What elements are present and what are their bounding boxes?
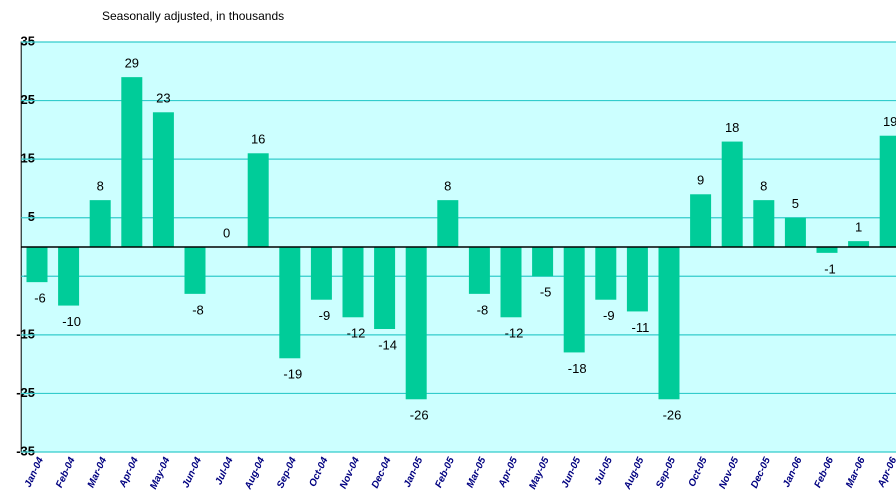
- bar: [89, 200, 111, 247]
- data-label: -6: [34, 291, 46, 306]
- x-tick-label: Jul-05: [593, 455, 615, 486]
- bar: [626, 247, 648, 312]
- bar: [532, 247, 554, 277]
- x-tick-label: May-04: [148, 455, 172, 491]
- bar: [279, 247, 301, 359]
- data-label: -11: [631, 320, 649, 335]
- x-tick-label: Jan-05: [402, 455, 426, 489]
- x-tick-label: Dec-05: [749, 455, 773, 490]
- data-label: -18: [568, 361, 587, 376]
- x-tick-label: Sep-05: [654, 455, 678, 490]
- bar: [247, 153, 269, 247]
- data-label: -26: [663, 408, 682, 423]
- data-label: -1: [824, 261, 836, 276]
- x-tick-label: Jan-06: [781, 455, 805, 489]
- x-tick-label: Oct-04: [307, 455, 330, 488]
- y-tick-label: 15: [21, 151, 35, 166]
- data-label: -9: [603, 308, 615, 323]
- data-label: -26: [410, 408, 429, 423]
- x-tick-label: May-05: [527, 455, 551, 491]
- x-tick-label: Nov-04: [338, 455, 362, 490]
- bar: [342, 247, 364, 318]
- bar: [405, 247, 427, 400]
- x-tick-label: Oct-05: [687, 455, 710, 488]
- x-tick-label: Feb-04: [54, 455, 78, 489]
- data-label: -10: [62, 314, 81, 329]
- bar: [784, 217, 806, 247]
- x-tick-label: Feb-05: [433, 455, 457, 489]
- x-tick-label: Sep-04: [275, 455, 299, 490]
- bar: [879, 135, 896, 247]
- bar: [121, 77, 143, 248]
- x-tick-label: Apr-06: [876, 455, 896, 490]
- data-label: -12: [347, 326, 366, 341]
- data-label: -14: [378, 337, 397, 352]
- data-label: -9: [319, 308, 331, 323]
- y-tick-label: 35: [21, 33, 35, 48]
- x-tick-label: Aug-05: [622, 455, 647, 492]
- x-tick-label: Jan-04: [23, 455, 47, 489]
- y-tick-label: -25: [16, 385, 35, 400]
- bar: [563, 247, 585, 353]
- x-tick-label: Mar-04: [86, 455, 110, 489]
- bar: [658, 247, 680, 400]
- data-label: 5: [792, 196, 799, 211]
- y-tick-label: -15: [16, 326, 35, 341]
- bar: [690, 194, 712, 247]
- data-label: 1: [855, 220, 862, 235]
- data-label: 9: [697, 173, 704, 188]
- bar: [184, 247, 206, 294]
- x-tick-label: Jun-04: [181, 455, 205, 489]
- x-tick-label: Apr-04: [117, 455, 141, 490]
- x-tick-label: Mar-05: [465, 455, 489, 489]
- data-label: 16: [251, 132, 265, 147]
- bar: [437, 200, 459, 247]
- data-label: 18: [725, 120, 739, 135]
- y-tick-label: 5: [28, 209, 35, 224]
- data-label: -8: [477, 302, 489, 317]
- x-tick-label: Jun-05: [560, 455, 584, 489]
- x-tick-label: Feb-06: [813, 455, 837, 489]
- y-tick-label: 25: [21, 92, 35, 107]
- bar: [58, 247, 80, 306]
- data-label: -5: [540, 285, 552, 300]
- bar: [753, 200, 775, 247]
- bar: [500, 247, 522, 318]
- bar: [26, 247, 48, 283]
- bar: [816, 247, 838, 253]
- bar: [468, 247, 490, 294]
- data-label: 29: [125, 56, 139, 71]
- data-label: 8: [97, 179, 104, 194]
- bar: [595, 247, 617, 300]
- data-label: -19: [283, 367, 302, 382]
- data-label: -12: [505, 326, 524, 341]
- x-tick-label: Mar-06: [844, 455, 868, 489]
- data-label: 8: [760, 179, 767, 194]
- bar: [374, 247, 396, 329]
- x-tick-label: Aug-04: [243, 455, 268, 492]
- data-label: 8: [444, 179, 451, 194]
- data-label: -8: [192, 302, 204, 317]
- data-label: 23: [156, 91, 170, 106]
- chart-subtitle: Seasonally adjusted, in thousands: [102, 9, 284, 23]
- data-label: 19: [883, 114, 896, 129]
- x-tick-label: Apr-05: [496, 455, 520, 490]
- bar: [310, 247, 332, 300]
- data-label: 0: [223, 225, 230, 240]
- y-tick-label: -35: [16, 443, 35, 458]
- x-tick-label: Nov-05: [717, 455, 741, 490]
- bar: [848, 241, 870, 247]
- bar: [721, 141, 743, 247]
- bar: [152, 112, 174, 248]
- x-tick-label: Jul-04: [214, 455, 236, 486]
- x-tick-label: Dec-04: [370, 455, 394, 490]
